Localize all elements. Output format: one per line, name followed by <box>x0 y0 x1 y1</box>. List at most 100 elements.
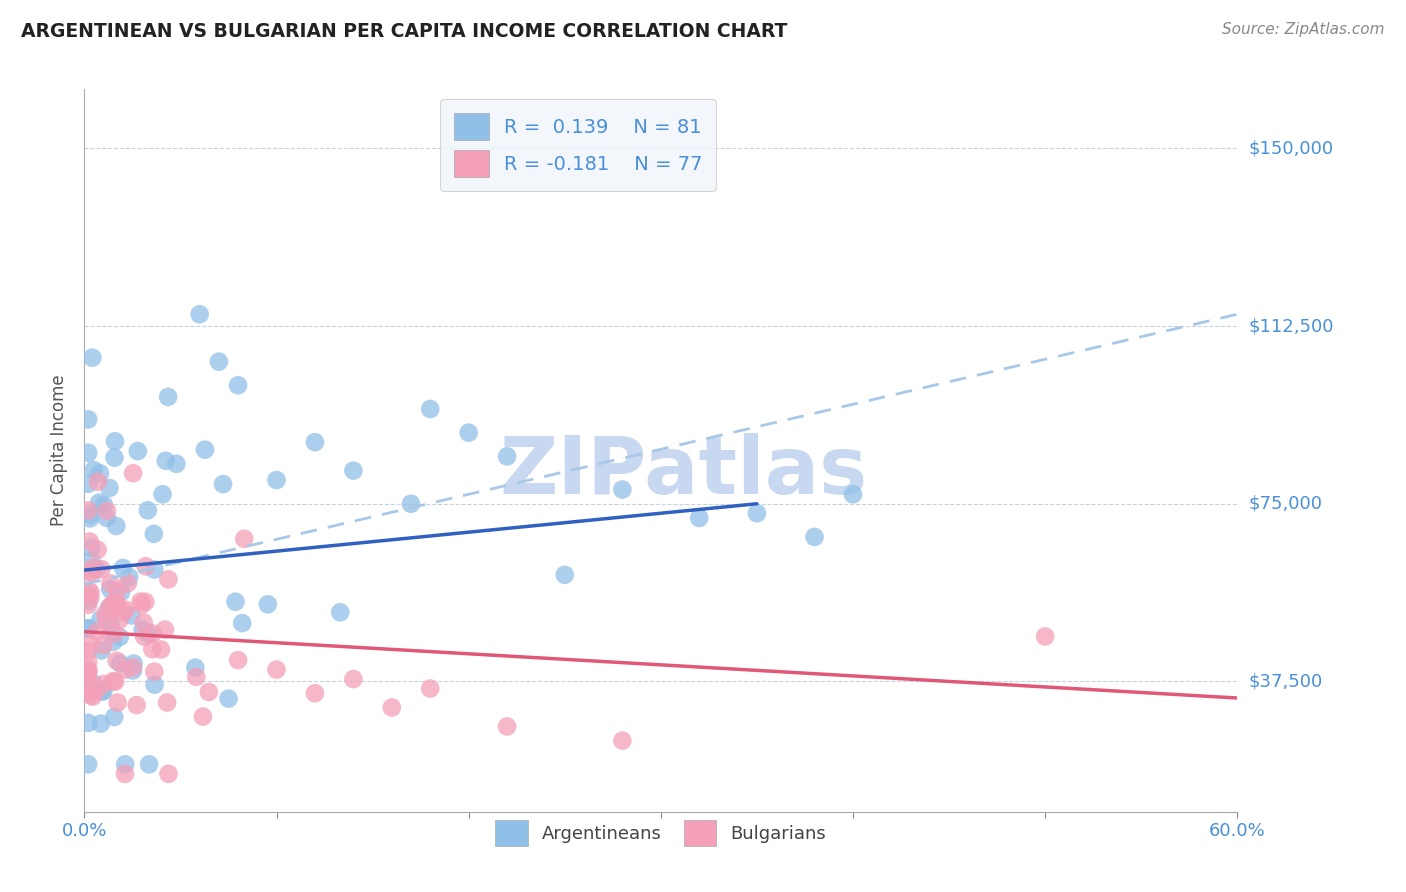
Point <box>136 626 159 640</box>
Point <box>131 598 153 612</box>
Point <box>77 757 100 772</box>
Point <box>93 677 115 691</box>
Point <box>105 595 128 609</box>
Point <box>97 601 120 615</box>
Point <box>419 681 441 696</box>
Point <box>98 481 121 495</box>
Point <box>554 567 576 582</box>
Point <box>226 653 249 667</box>
Point <box>803 530 825 544</box>
Point <box>77 583 100 598</box>
Point <box>120 608 142 623</box>
Point <box>135 559 157 574</box>
Point <box>496 719 519 733</box>
Point <box>612 733 634 747</box>
Point <box>231 616 253 631</box>
Point <box>419 402 441 417</box>
Point <box>266 663 288 677</box>
Point <box>108 613 131 627</box>
Point <box>329 605 352 619</box>
Point <box>122 660 145 674</box>
Point <box>93 498 115 512</box>
Point <box>111 561 134 575</box>
Point <box>80 689 103 703</box>
Point <box>79 585 101 599</box>
Point <box>98 582 121 596</box>
Point <box>132 615 155 630</box>
Point <box>186 670 208 684</box>
Point <box>134 595 156 609</box>
Point <box>136 503 159 517</box>
Point <box>103 710 125 724</box>
Point <box>87 495 110 509</box>
Point <box>233 532 256 546</box>
Point <box>79 591 101 605</box>
Legend: Argentineans, Bulgarians: Argentineans, Bulgarians <box>488 814 834 854</box>
Point <box>198 685 221 699</box>
Point <box>89 467 111 481</box>
Point <box>93 684 115 698</box>
Point <box>77 715 100 730</box>
Point <box>457 425 479 440</box>
Point <box>87 681 110 696</box>
Point <box>103 450 125 465</box>
Text: ZIPatlas: ZIPatlas <box>499 434 868 511</box>
Point <box>91 684 114 698</box>
Point <box>496 450 519 464</box>
Point <box>77 685 100 699</box>
Point <box>105 584 128 599</box>
Point <box>157 390 180 404</box>
Point <box>191 709 214 723</box>
Point <box>188 307 211 321</box>
Point <box>224 595 246 609</box>
Point <box>381 700 404 714</box>
Point <box>77 655 100 669</box>
Point <box>212 477 235 491</box>
Point <box>86 562 108 576</box>
Point <box>184 660 207 674</box>
Point <box>82 676 104 690</box>
Point <box>1033 629 1056 643</box>
Point <box>114 663 136 677</box>
Point <box>104 674 127 689</box>
Point <box>89 612 111 626</box>
Point <box>105 654 128 668</box>
Point <box>108 657 131 671</box>
Point <box>142 626 165 640</box>
Point <box>132 630 155 644</box>
Point <box>77 622 100 636</box>
Point <box>77 446 100 460</box>
Point <box>79 508 101 522</box>
Point <box>842 487 865 501</box>
Point <box>96 613 118 627</box>
Point <box>208 354 231 368</box>
Point <box>100 576 122 591</box>
Point <box>165 457 187 471</box>
Point <box>82 566 104 580</box>
Point <box>127 444 149 458</box>
Point <box>90 643 112 657</box>
Point <box>745 506 768 520</box>
Point <box>77 412 100 426</box>
Point <box>90 562 112 576</box>
Point <box>138 757 160 772</box>
Point <box>77 673 100 688</box>
Point <box>304 686 326 700</box>
Point <box>77 593 100 607</box>
Text: $37,500: $37,500 <box>1249 673 1323 690</box>
Point <box>107 599 129 613</box>
Point <box>110 585 132 599</box>
Point <box>122 657 145 671</box>
Point <box>100 603 122 617</box>
Point <box>117 576 139 591</box>
Point <box>83 463 105 477</box>
Point <box>153 623 176 637</box>
Point <box>77 588 100 602</box>
Point <box>79 534 101 549</box>
Text: $150,000: $150,000 <box>1249 139 1334 157</box>
Point <box>87 475 110 489</box>
Text: ARGENTINEAN VS BULGARIAN PER CAPITA INCOME CORRELATION CHART: ARGENTINEAN VS BULGARIAN PER CAPITA INCO… <box>21 22 787 41</box>
Point <box>77 644 100 658</box>
Point <box>77 665 100 679</box>
Point <box>101 597 124 611</box>
